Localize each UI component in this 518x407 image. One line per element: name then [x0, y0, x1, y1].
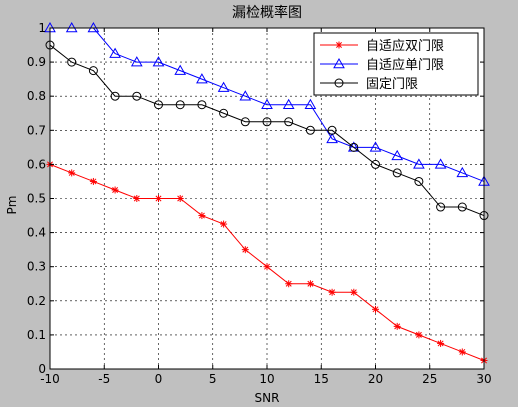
data-point-triangle	[261, 98, 273, 109]
y-tick-label: 0.4	[27, 226, 46, 240]
data-point-triangle	[434, 158, 447, 169]
data-point-circle	[88, 66, 98, 76]
data-point-triangle	[152, 56, 165, 67]
data-point-triangle	[282, 98, 295, 109]
data-point-asterisk	[111, 186, 119, 194]
y-tick-label: 0	[38, 362, 46, 376]
data-point-circle	[262, 117, 272, 127]
data-point-circle	[334, 78, 344, 88]
data-point-triangle	[333, 57, 345, 69]
data-point-triangle	[239, 90, 252, 101]
x-axis-label: SNR	[255, 391, 280, 405]
x-tick-label: 10	[259, 372, 274, 386]
data-point-circle	[436, 202, 446, 212]
data-point-asterisk	[350, 288, 358, 296]
y-tick-label: 0.1	[27, 328, 46, 342]
y-tick-label: 0.8	[27, 89, 46, 103]
data-point-asterisk	[372, 305, 379, 313]
data-point-triangle	[109, 47, 121, 58]
legend-item-2: 自适应单门限	[320, 57, 444, 73]
y-tick-label: 1	[38, 21, 46, 35]
data-point-circle	[284, 117, 294, 127]
y-tick-label: 0.9	[27, 55, 46, 69]
series-line	[49, 44, 485, 217]
data-point-asterisk	[68, 169, 76, 177]
data-point-asterisk	[241, 246, 249, 254]
x-tick-label: 20	[368, 372, 383, 386]
data-point-asterisk	[393, 322, 401, 330]
data-point-circle	[392, 168, 402, 178]
data-point-triangle	[130, 56, 143, 67]
x-tick-label: 30	[476, 372, 491, 386]
data-point-circle	[67, 57, 77, 67]
data-point-triangle	[217, 81, 230, 92]
series-line	[50, 27, 485, 182]
data-point-triangle	[413, 158, 425, 169]
data-point-circle	[175, 100, 185, 110]
data-point-triangle	[87, 21, 100, 33]
data-point-triangle	[65, 21, 78, 33]
data-point-triangle	[369, 141, 382, 152]
data-point-asterisk	[155, 195, 162, 202]
y-tick-label: 0.7	[27, 123, 46, 137]
data-point-triangle	[391, 149, 404, 161]
series-3	[45, 40, 489, 221]
data-point-circle	[240, 117, 250, 127]
data-point-triangle	[174, 64, 187, 75]
data-point-triangle	[304, 98, 317, 109]
data-point-circle	[197, 100, 207, 110]
y-tick-label: 0.3	[27, 260, 46, 274]
data-point-circle	[110, 91, 120, 101]
data-point-asterisk	[458, 348, 466, 356]
data-point-asterisk	[176, 195, 184, 202]
data-point-circle	[371, 159, 380, 169]
data-point-asterisk	[285, 280, 293, 288]
legend-item-1: 自适应双门限	[320, 38, 444, 54]
ticks: -10 -5 0 5 10 15 20 25 30 0 0.1 0.2 0.3 0.4 0.5 0.6 0.7 0…	[27, 21, 492, 386]
x-tick-label: 25	[422, 372, 437, 386]
data-point-asterisk	[133, 195, 141, 202]
legend-label: 自适应双门限	[366, 38, 444, 54]
data-point-circle	[132, 91, 142, 101]
x-tick-label: -5	[98, 372, 110, 386]
data-point-circle	[305, 125, 315, 135]
data-point-triangle	[326, 132, 338, 144]
x-tick-label: 5	[209, 372, 217, 386]
data-point-triangle	[456, 166, 469, 178]
series-2	[44, 21, 490, 186]
legend-label: 自适应单门限	[366, 57, 444, 73]
data-point-asterisk	[437, 339, 445, 347]
data-point-asterisk	[198, 212, 206, 220]
y-tick-label: 0.6	[27, 157, 46, 171]
legend-label: 固定门限	[366, 77, 418, 92]
data-point-asterisk	[89, 177, 97, 185]
data-point-asterisk	[335, 41, 343, 49]
y-axis-label: Pm	[5, 196, 19, 215]
data-point-circle	[327, 125, 337, 135]
x-tick-label: -10	[40, 372, 60, 386]
data-point-circle	[457, 202, 467, 212]
data-point-asterisk	[306, 280, 314, 288]
y-tick-label: 0.5	[27, 192, 46, 206]
data-point-asterisk	[220, 220, 228, 228]
data-point-circle	[414, 176, 424, 186]
data-point-circle	[349, 142, 359, 152]
data-point-circle	[154, 100, 163, 110]
data-point-asterisk	[415, 331, 423, 339]
y-tick-label: 0.2	[27, 294, 46, 308]
x-tick-label: 0	[155, 372, 163, 386]
data-point-triangle	[196, 73, 208, 84]
series-1	[46, 160, 488, 364]
legend-item-3: 固定门限	[320, 77, 418, 92]
series-layer	[44, 21, 490, 364]
data-point-circle	[219, 108, 229, 118]
chart-title: 漏检概率图	[232, 4, 302, 21]
data-point-asterisk	[328, 288, 336, 296]
x-tick-label: 15	[314, 372, 329, 386]
data-point-asterisk	[263, 263, 271, 271]
